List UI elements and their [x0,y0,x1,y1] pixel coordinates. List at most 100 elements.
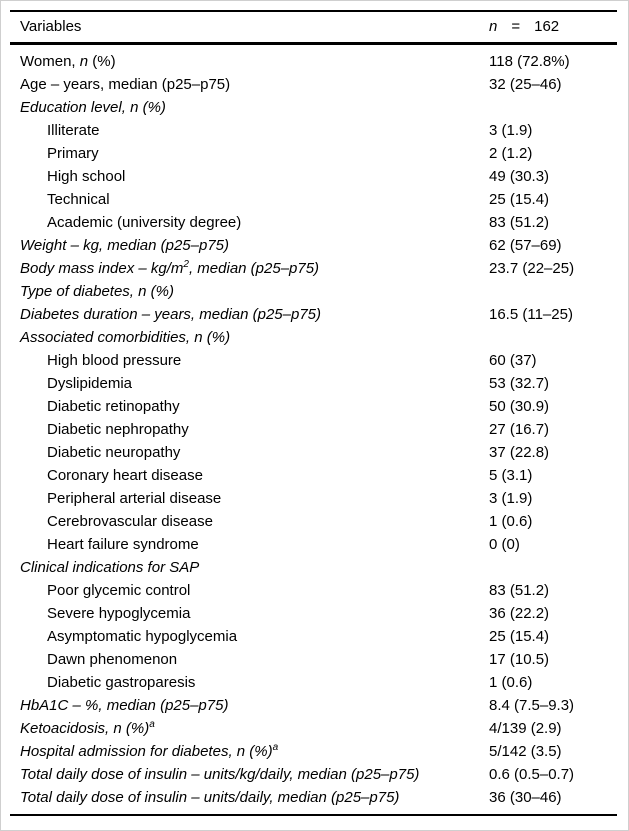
row-label: Weight – kg, median (p25–p75) [20,237,230,254]
row-label: Total daily dose of insulin – units/dail… [20,789,400,806]
header-variables-label: Variables [20,18,82,35]
row-value: 3 (1.9) [489,122,533,139]
row-label: Education level, n (%) [20,99,166,116]
row-label: Technical [47,191,110,208]
row-label: Clinical indications for SAP [20,559,200,576]
row-label: Type of diabetes, n (%) [20,283,174,300]
row-value: 37 (22.8) [489,444,550,461]
row-label: Diabetic gastroparesis [47,674,196,691]
row-label: Severe hypoglycemia [47,605,191,622]
table-row: Cerebrovascular disease 1 (0.6) [10,510,617,533]
table-row: Body mass index – kg/m2, median (p25–p75… [10,257,617,280]
table-row: Heart failure syndrome 0 (0) [10,533,617,556]
table-header-row: Variables n = 162 [10,12,617,42]
row-label: Associated comorbidities, n (%) [20,329,231,346]
row-label: Ketoacidosis, n (%)a [20,719,155,738]
table-row: High blood pressure 60 (37) [10,349,617,372]
row-label: Primary [47,145,99,162]
row-value: 32 (25–46) [489,76,562,93]
row-label: Illiterate [47,122,100,139]
row-label: Diabetes duration – years, median (p25–p… [20,306,322,323]
row-label: Poor glycemic control [47,582,191,599]
row-value: 60 (37) [489,352,537,369]
row-label: Heart failure syndrome [47,536,199,553]
row-label: Total daily dose of insulin – units/kg/d… [20,766,420,783]
row-label: Women, n (%) [20,53,116,70]
row-label: High school [47,168,126,185]
table-row: Hospital admission for diabetes, n (%)a 5… [10,740,617,763]
header-equals-sign: = [511,18,521,35]
table-row: Diabetic nephropathy 27 (16.7) [10,418,617,441]
row-value: 1 (0.6) [489,674,533,691]
row-label: Hospital admission for diabetes, n (%)a [20,742,279,761]
row-value: 25 (15.4) [489,191,550,208]
table-row: Weight – kg, median (p25–p75) 62 (57–69) [10,234,617,257]
row-value: 25 (15.4) [489,628,550,645]
row-value: 83 (51.2) [489,582,550,599]
table-row: High school 49 (30.3) [10,165,617,188]
header-n-value: 162 [534,18,560,35]
table-row: Associated comorbidities, n (%) [10,326,617,349]
table-row: Dawn phenomenon 17 (10.5) [10,648,617,671]
row-value: 2 (1.2) [489,145,533,162]
table-row: Diabetes duration – years, median (p25–p… [10,303,617,326]
row-label: High blood pressure [47,352,182,369]
table-row: Diabetic neuropathy 37 (22.8) [10,441,617,464]
header-n-symbol: n [489,18,498,35]
row-label: Academic (university degree) [47,214,242,231]
row-value: 5/142 (3.5) [489,743,562,760]
row-value: 4/139 (2.9) [489,720,562,737]
row-value: 50 (30.9) [489,398,550,415]
row-label: Diabetic nephropathy [47,421,189,438]
table-top-rule [10,10,617,12]
row-label: Coronary heart disease [47,467,203,484]
row-label: Age – years, median (p25–p75) [20,76,231,93]
table-row: Illiterate 3 (1.9) [10,119,617,142]
row-value: 5 (3.1) [489,467,533,484]
row-value: 17 (10.5) [489,651,550,668]
table-body: Women, n (%) 118 (72.8%) Age – years, medi… [10,45,617,814]
table-row: Severe hypoglycemia 36 (22.2) [10,602,617,625]
row-label: Body mass index – kg/m2, median (p25–p75… [20,259,320,278]
row-value: 0.6 (0.5–0.7) [489,766,575,783]
table-row: Clinical indications for SAP [10,556,617,579]
row-label: Dawn phenomenon [47,651,178,668]
row-value: 27 (16.7) [489,421,550,438]
table-row: Education level, n (%) [10,96,617,119]
row-value: 0 (0) [489,536,520,553]
row-value: 36 (22.2) [489,605,550,622]
row-label: Peripheral arterial disease [47,490,222,507]
row-value: 1 (0.6) [489,513,533,530]
table-row: Ketoacidosis, n (%)a 4/139 (2.9) [10,717,617,740]
table-row: Technical 25 (15.4) [10,188,617,211]
row-value: 49 (30.3) [489,168,550,185]
row-value: 16.5 (11–25) [489,306,573,323]
table-row: Women, n (%) 118 (72.8%) [10,50,617,73]
row-value: 118 (72.8%) [489,53,570,70]
row-label: HbA1C – %, median (p25–p75) [20,697,229,714]
row-value: 62 (57–69) [489,237,562,254]
row-value: 3 (1.9) [489,490,533,507]
table-row: Age – years, median (p25–p75) 32 (25–46) [10,73,617,96]
table-row: Academic (university degree) 83 (51.2) [10,211,617,234]
header-n-group: n = 162 [489,12,559,42]
row-label: Asymptomatic hypoglycemia [47,628,238,645]
table-row: Total daily dose of insulin – units/kg/d… [10,763,617,786]
table-row: Peripheral arterial disease 3 (1.9) [10,487,617,510]
baseline-characteristics-table: Variables n = 162 Women, n (%) 118 (72.8%… [10,10,617,816]
table-row: Poor glycemic control 83 (51.2) [10,579,617,602]
row-label: Cerebrovascular disease [47,513,213,530]
row-label: Diabetic neuropathy [47,444,181,461]
row-value: 23.7 (22–25) [489,260,575,277]
table-row: Diabetic gastroparesis 1 (0.6) [10,671,617,694]
table-bottom-rule [10,814,617,816]
row-value: 53 (32.7) [489,375,550,392]
row-value: 36 (30–46) [489,789,562,806]
table-row: Asymptomatic hypoglycemia 25 (15.4) [10,625,617,648]
table-row: Diabetic retinopathy 50 (30.9) [10,395,617,418]
table-row: Total daily dose of insulin – units/dail… [10,786,617,809]
row-label: Dyslipidemia [47,375,133,392]
header-divider-rule [10,42,617,45]
table-row: HbA1C – %, median (p25–p75) 8.4 (7.5–9.3) [10,694,617,717]
table-row: Type of diabetes, n (%) [10,280,617,303]
